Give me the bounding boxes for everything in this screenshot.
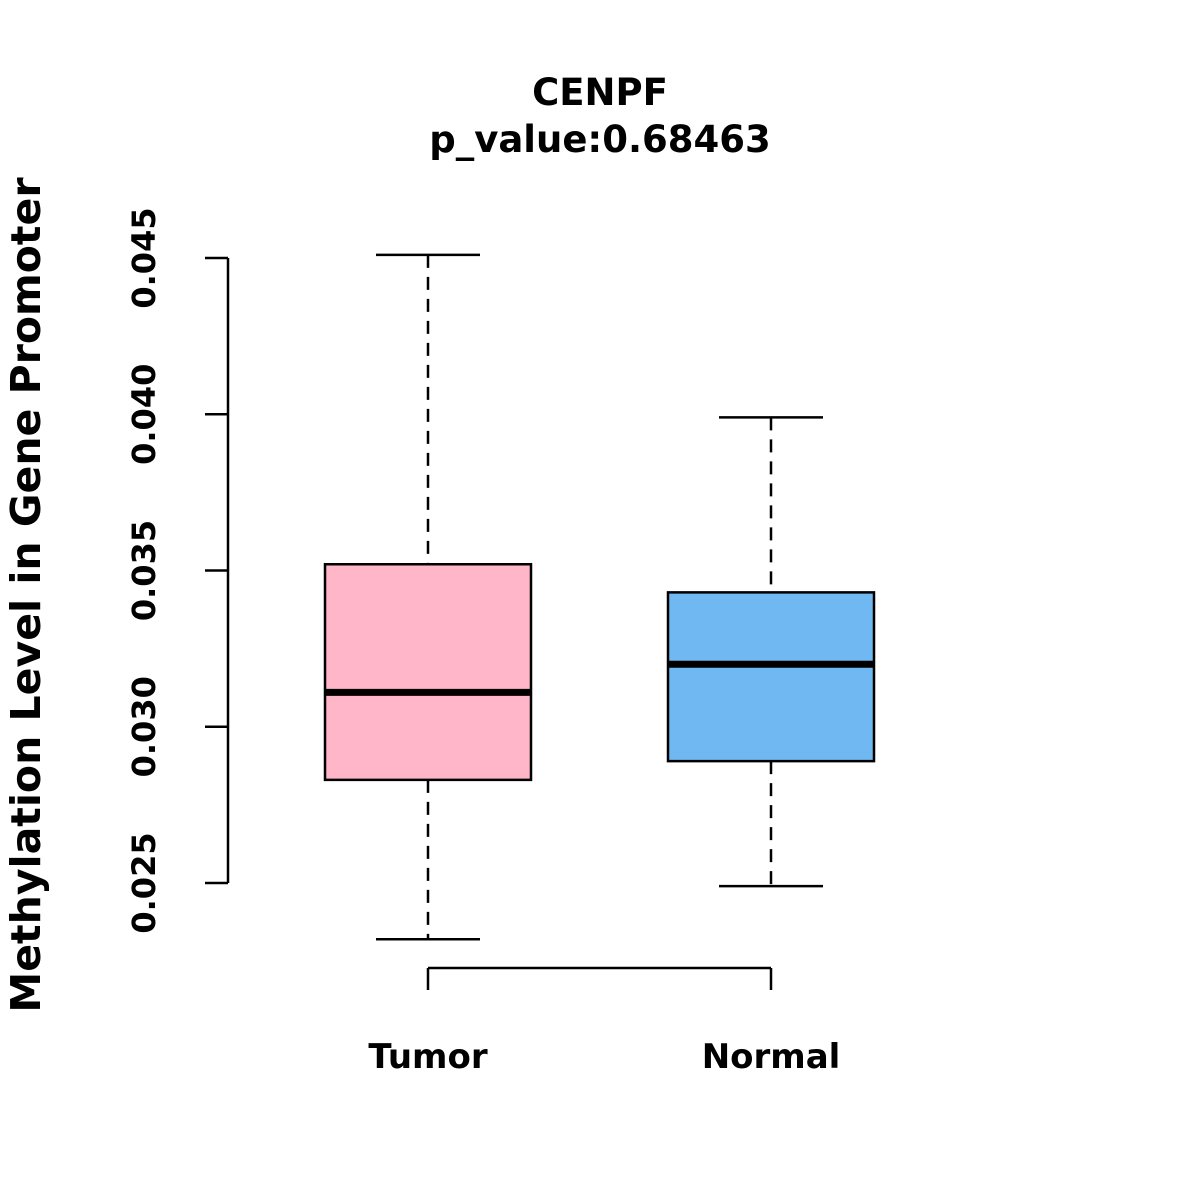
chart-subtitle: p_value:0.68463 — [429, 118, 771, 161]
box-tumor — [323, 563, 533, 782]
y-tick-label: 0.025 — [125, 832, 163, 933]
y-tick-label: 0.045 — [125, 207, 163, 308]
box-normal — [666, 591, 876, 763]
category-label-normal: Normal — [702, 1037, 841, 1077]
y-tick-label: 0.030 — [125, 676, 163, 777]
plot-area: 0.025 0.030 0.035 0.040 0.045 Tumor Normal — [125, 207, 876, 1077]
chart-title: CENPF — [532, 71, 668, 114]
y-tick-label: 0.035 — [125, 520, 163, 621]
category-label-tumor: Tumor — [368, 1037, 487, 1077]
y-axis-label: Methylation Level in Gene Promoter — [2, 177, 50, 1013]
y-tick-label: 0.040 — [125, 364, 163, 465]
